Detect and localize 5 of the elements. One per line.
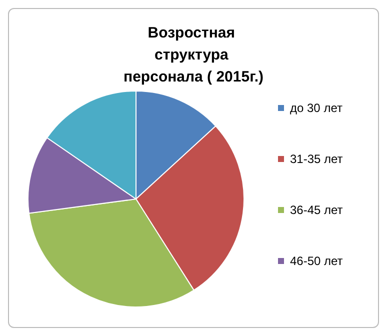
- legend-label: 36-45 лет: [290, 203, 344, 217]
- legend-label: до 30 лет: [290, 101, 343, 115]
- legend-label: 31-35 лет: [290, 152, 344, 166]
- chart-title: Возростная структура персонала ( 2015г.): [124, 24, 264, 86]
- legend-label: 46-50 лет: [290, 254, 344, 268]
